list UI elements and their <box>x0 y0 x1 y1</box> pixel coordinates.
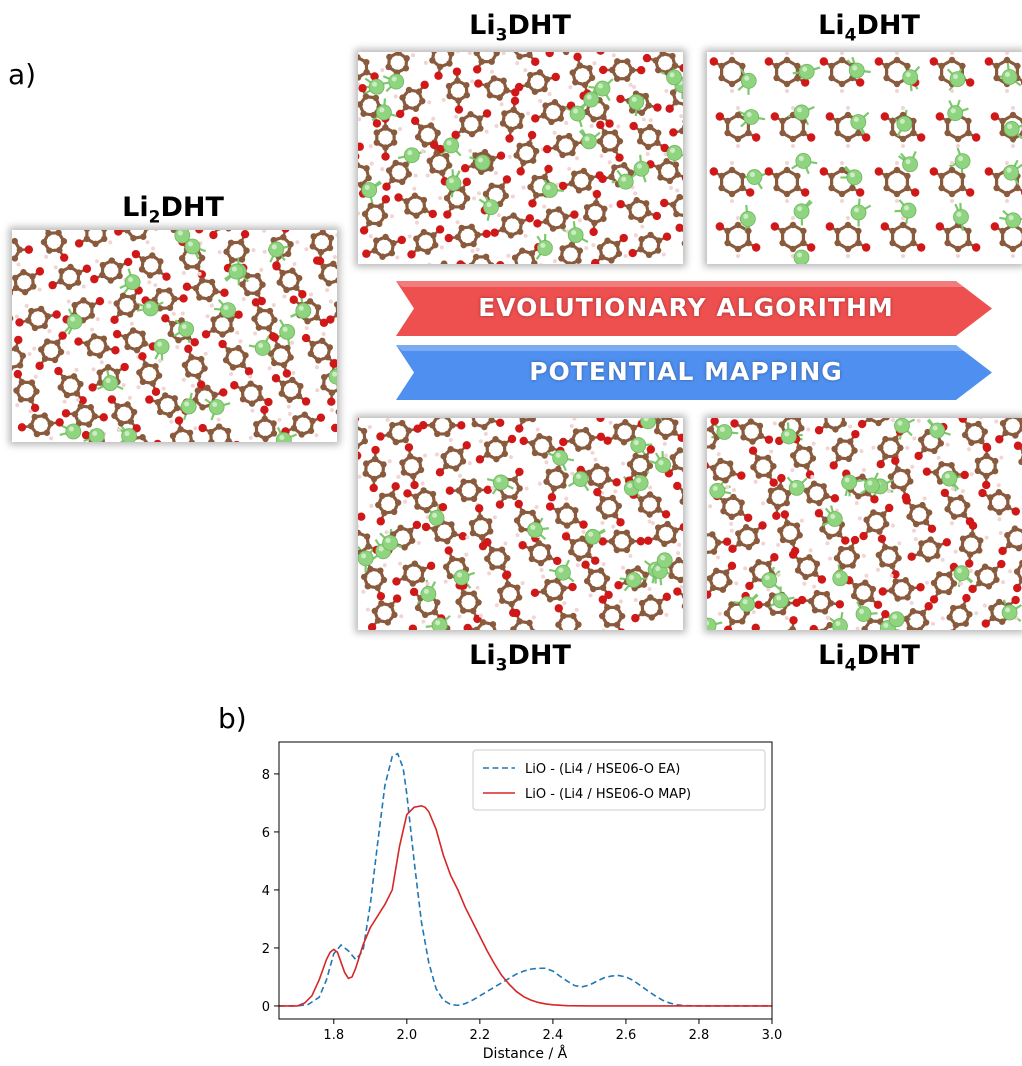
panel-a-label: a) <box>8 58 37 91</box>
potential-mapping-label: POTENTIAL MAPPING <box>529 357 843 386</box>
legend-label-0: LiO - (Li4 / HSE06-O EA) <box>525 762 680 777</box>
x-tick-label: 1.8 <box>323 1028 344 1043</box>
evolutionary-algorithm-arrow <box>396 281 992 336</box>
y-tick-label: 2 <box>262 942 270 957</box>
series-line-1 <box>279 804 772 1007</box>
y-tick-label: 8 <box>262 768 270 783</box>
panel-b-label: b) <box>218 702 247 735</box>
legend-label-1: LiO - (Li4 / HSE06-O MAP) <box>525 787 691 802</box>
structure-image-li4dht-map <box>707 418 1022 630</box>
x-tick-label: 2.8 <box>689 1028 710 1043</box>
structure-title-li3dht-ea: Li3DHT <box>469 10 571 46</box>
x-tick-label: 2.4 <box>543 1028 564 1043</box>
evolutionary-algorithm-label: EVOLUTIONARY ALGORITHM <box>478 293 894 322</box>
structure-title-li3dht-map: Li3DHT <box>469 640 571 676</box>
potential-mapping-arrow <box>396 345 992 400</box>
chart-legend: LiO - (Li4 / HSE06-O EA) LiO - (Li4 / HSE… <box>472 749 766 811</box>
x-axis-label: Distance / Å <box>483 1045 568 1062</box>
structure-title-li4dht-ea: Li4DHT <box>818 10 920 46</box>
legend-box <box>472 749 766 811</box>
structure-image-li3dht-ea <box>358 52 683 264</box>
y-tick-label: 0 <box>262 1000 270 1015</box>
structure-image-li3dht-map <box>358 418 683 630</box>
x-tick-label: 2.2 <box>470 1028 491 1043</box>
y-tick-label: 6 <box>262 826 270 841</box>
structure-image-li4dht-ea <box>707 52 1022 264</box>
structure-title-li4dht-map: Li4DHT <box>818 640 920 676</box>
x-tick-label: 2.0 <box>396 1028 417 1043</box>
structure-image-li2dht <box>12 230 337 442</box>
y-tick-label: 4 <box>262 884 270 899</box>
plot-frame <box>278 741 773 1020</box>
x-tick-label: 2.6 <box>616 1028 637 1043</box>
series-line-0 <box>279 752 772 1007</box>
x-tick-label: 3.0 <box>762 1028 783 1043</box>
structure-title-li2dht: Li2DHT <box>122 192 224 228</box>
